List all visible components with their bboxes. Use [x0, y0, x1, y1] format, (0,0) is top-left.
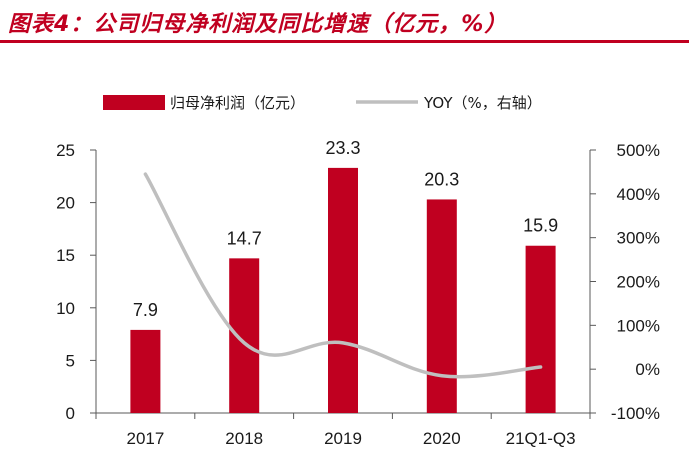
- title-rule: [0, 40, 689, 43]
- bar-value-label: 7.9: [133, 300, 158, 320]
- data-labels: 7.9 14.7 23.3 20.3 15.9: [133, 138, 558, 320]
- x-tick-label: 21Q1-Q3: [506, 429, 576, 448]
- legend-bar-label: 归母净利润（亿元）: [170, 94, 305, 112]
- y-left-tick-label: 10: [56, 299, 75, 318]
- x-tick-label: 2017: [126, 429, 164, 448]
- bar-value-label: 15.9: [523, 216, 558, 236]
- legend: 归母净利润（亿元） YOY（%，右轴）: [103, 94, 542, 112]
- bar: [130, 329, 161, 413]
- y-left-tick-label: 20: [56, 194, 75, 213]
- y-right-tick-label: 100%: [617, 316, 660, 335]
- y-right-tick-label: 500%: [617, 141, 660, 160]
- bar-value-label: 20.3: [424, 169, 459, 189]
- legend-line-label: YOY（%，右轴）: [423, 94, 542, 112]
- bar: [229, 258, 260, 413]
- y-left-tick-label: 5: [66, 351, 75, 370]
- y-right-tick-label: -100%: [611, 404, 660, 423]
- figure-title: 图表4：公司归母净利润及同比增速（亿元，%）: [8, 12, 508, 37]
- y-right-tick-label: 200%: [617, 273, 660, 292]
- y-left-tick-label: 15: [56, 246, 75, 265]
- x-tick-label: 2019: [324, 429, 362, 448]
- bar: [426, 199, 457, 413]
- y-right-tick-label: 300%: [617, 229, 660, 248]
- legend-bar-swatch: [103, 95, 165, 110]
- bar: [525, 245, 556, 413]
- y-left-tick-label: 0: [66, 404, 75, 423]
- bar-series: [130, 167, 556, 413]
- y-left-tick-label: 25: [56, 141, 75, 160]
- y-right-tick-label: 400%: [617, 185, 660, 204]
- bar: [328, 167, 358, 413]
- bar-value-label: 23.3: [325, 138, 360, 158]
- y-right-tick-label: 0%: [635, 360, 660, 379]
- yoy-line: [143, 172, 543, 379]
- x-tick-label: 2018: [225, 429, 263, 448]
- x-tick-label: 2020: [423, 429, 461, 448]
- bar-value-label: 14.7: [227, 228, 262, 248]
- yoy-line-series: [143, 172, 543, 379]
